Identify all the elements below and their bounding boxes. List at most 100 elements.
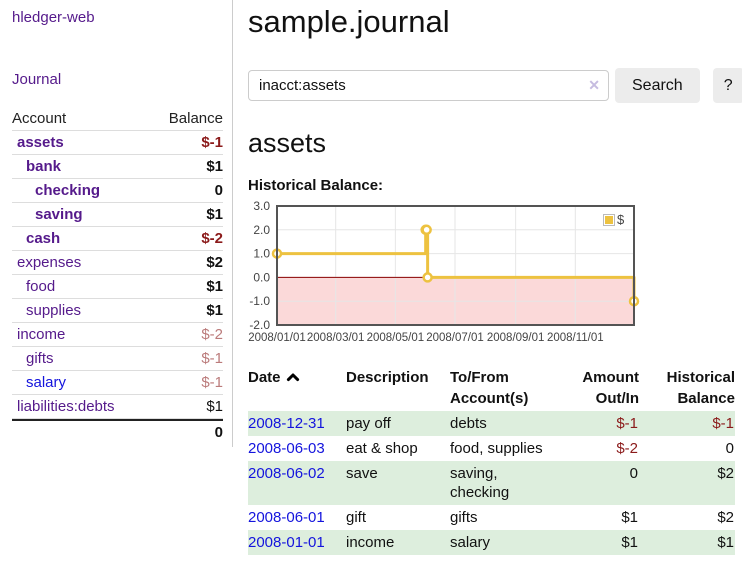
account-link-income[interactable]: income: [17, 326, 66, 343]
tofrom-column-header: To/From Account(s): [450, 369, 529, 407]
clear-search-icon[interactable]: ✕: [588, 77, 600, 93]
date-column-header[interactable]: Date: [248, 365, 346, 411]
transaction-amount: 0: [629, 465, 638, 482]
account-link-food[interactable]: food: [26, 278, 56, 295]
svg-text:0.0: 0.0: [253, 270, 270, 284]
app-title-link[interactable]: hledger-web: [12, 9, 95, 26]
account-balance: $-1: [150, 371, 223, 395]
chart-legend: $: [602, 211, 626, 228]
date-header-label: Date: [248, 369, 281, 386]
sort-ascending-icon[interactable]: [286, 368, 300, 389]
account-link-checking[interactable]: checking: [35, 182, 101, 199]
accounts-total-spacer: [12, 419, 151, 444]
transaction-date-link[interactable]: 2008-06-01: [248, 509, 325, 526]
account-row: supplies $1: [12, 299, 223, 323]
transaction-date-link[interactable]: 2008-06-03: [248, 440, 325, 457]
account-balance: $2: [150, 251, 223, 275]
amount-column-header: Amount Out/In: [582, 369, 639, 407]
transaction-date-link[interactable]: 2008-12-31: [248, 415, 325, 432]
svg-text:2008/01/01: 2008/01/01: [248, 332, 306, 344]
transaction-date-link[interactable]: 2008-01-01: [248, 534, 325, 551]
account-row: assets $-1: [12, 131, 223, 155]
account-balance: 0: [150, 179, 223, 203]
transaction-accounts: debts: [450, 415, 487, 432]
svg-text:2008/11/01: 2008/11/01: [547, 332, 604, 344]
help-button[interactable]: ?: [712, 68, 742, 103]
app-title: hledger-web: [12, 9, 222, 26]
search-field-wrapper: ✕: [248, 70, 609, 101]
svg-text:2008/07/01: 2008/07/01: [426, 332, 484, 344]
accounts-header-row: Account Balance: [12, 107, 223, 131]
svg-text:2008/05/01: 2008/05/01: [367, 332, 425, 344]
account-row: income $-2: [12, 323, 223, 347]
transaction-amount: $-1: [616, 415, 638, 432]
description-column-header: Description: [346, 369, 429, 386]
account-link-saving[interactable]: saving: [35, 206, 83, 223]
account-row: cash $-2: [12, 227, 223, 251]
page: hledger-web Journal Account Balance asse…: [0, 0, 742, 555]
sidebar: hledger-web Journal Account Balance asse…: [0, 0, 233, 447]
balance-column-header: Balance: [150, 107, 223, 131]
main-content: sample.journal ✕ Search ? assets Histori…: [233, 0, 742, 555]
transaction-balance: 0: [725, 440, 734, 457]
transaction-amount: $-2: [616, 440, 638, 457]
register-row: 2008-01-01 income salary $1 $1: [248, 530, 735, 555]
account-column-header: Account: [12, 107, 151, 131]
accounts-total-value: 0: [150, 419, 223, 444]
account-row: expenses $2: [12, 251, 223, 275]
account-link-cash[interactable]: cash: [26, 230, 61, 247]
search-bar: ✕ Search ?: [248, 68, 742, 103]
transaction-balance: $2: [717, 509, 734, 526]
svg-text:-1.0: -1.0: [249, 294, 270, 308]
search-button[interactable]: Search: [615, 68, 700, 103]
account-row: bank $1: [12, 155, 223, 179]
account-balance: $1: [150, 299, 223, 323]
svg-text:2008/09/01: 2008/09/01: [487, 332, 545, 344]
account-balance: $1: [150, 275, 223, 299]
account-balance: $-2: [150, 323, 223, 347]
transaction-amount: $1: [621, 534, 638, 551]
transaction-description: gift: [346, 509, 367, 526]
transaction-date-link[interactable]: 2008-06-02: [248, 465, 325, 482]
account-balance: $1: [150, 395, 223, 419]
account-row: salary $-1: [12, 371, 223, 395]
account-link-liabilities-debts[interactable]: liabilities:debts: [17, 398, 115, 415]
series-label: $: [617, 212, 625, 227]
sidebar-nav: Journal: [12, 71, 222, 88]
account-balance: $-1: [150, 131, 223, 155]
transaction-accounts: salary: [450, 534, 491, 551]
chart-title: Historical Balance:: [248, 177, 384, 194]
account-balance: $-1: [150, 347, 223, 371]
svg-text:-2.0: -2.0: [249, 318, 270, 332]
accounts-table: Account Balance assets $-1 bank $1 check…: [12, 107, 223, 444]
svg-text:2008/03/01: 2008/03/01: [307, 332, 365, 344]
account-link-expenses[interactable]: expenses: [17, 254, 82, 271]
account-link-bank[interactable]: bank: [26, 158, 62, 175]
svg-text:2.0: 2.0: [253, 223, 270, 237]
account-link-gifts[interactable]: gifts: [26, 350, 54, 367]
accounts-total-row: 0: [12, 419, 223, 444]
account-link-supplies[interactable]: supplies: [26, 302, 82, 319]
register-row: 2008-06-01 gift gifts $1 $2: [248, 505, 735, 530]
account-link-assets[interactable]: assets: [17, 134, 64, 151]
svg-text:3.0: 3.0: [253, 199, 270, 213]
account-row: food $1: [12, 275, 223, 299]
account-row: gifts $-1: [12, 347, 223, 371]
account-row: checking 0: [12, 179, 223, 203]
transaction-balance: $-1: [712, 415, 734, 432]
sidebar-item-journal[interactable]: Journal: [12, 71, 62, 88]
page-title: sample.journal: [248, 4, 450, 39]
account-row: saving $1: [12, 203, 223, 227]
historical-balance-chart[interactable]: 3.0 2.0 1.0 0.0 -1.0 -2.0 2008/01/01 2008/03/01…: [245, 199, 665, 350]
transaction-description: save: [346, 465, 378, 482]
register-table: Date Description To/From Account(s) Amou…: [248, 365, 735, 555]
transaction-description: pay off: [346, 415, 391, 432]
transaction-amount: $1: [621, 509, 638, 526]
account-link-salary[interactable]: salary: [26, 374, 67, 391]
search-input[interactable]: [248, 70, 609, 101]
transaction-accounts: gifts: [450, 509, 478, 526]
register-row: 2008-06-02 save saving, checking 0 $2: [248, 461, 735, 505]
transaction-balance: $1: [717, 534, 734, 551]
account-balance: $-2: [150, 227, 223, 251]
